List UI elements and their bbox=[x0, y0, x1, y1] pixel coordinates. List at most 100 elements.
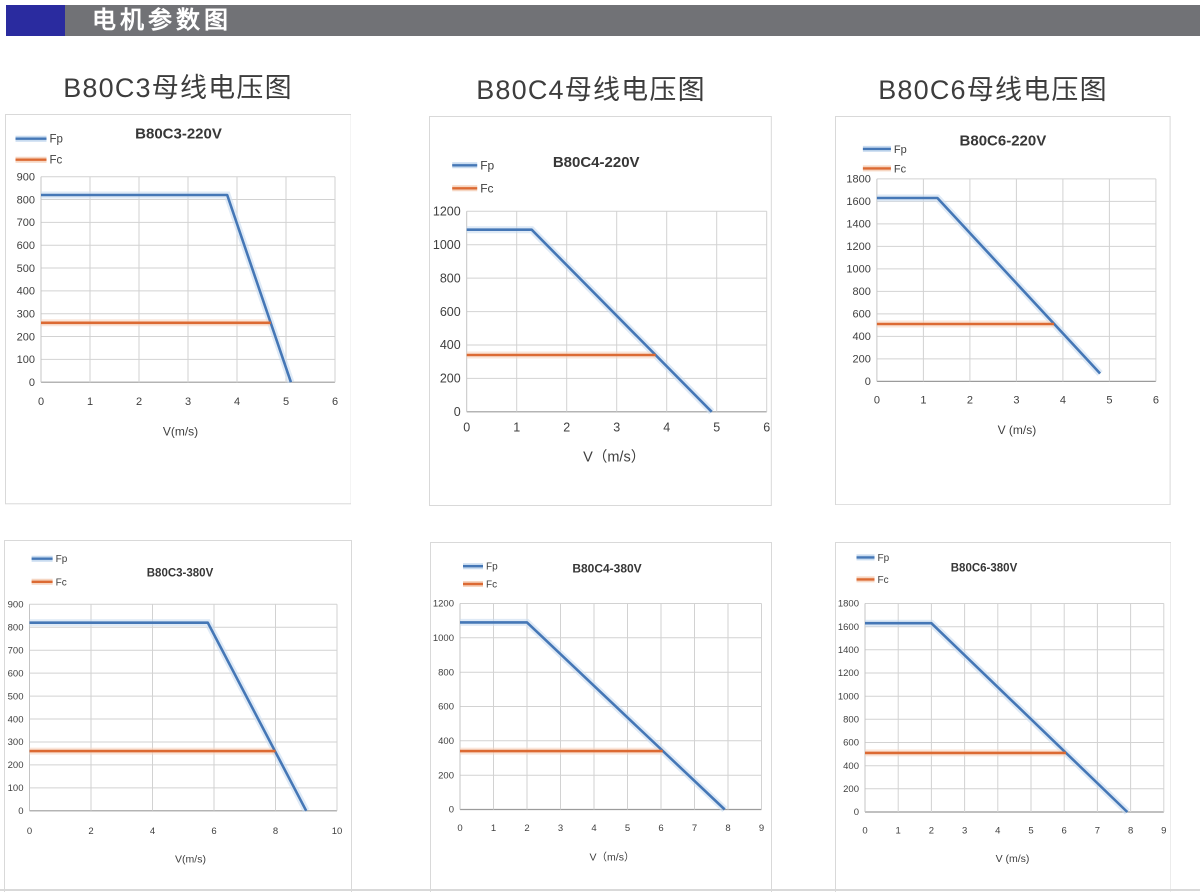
svg-text:500: 500 bbox=[16, 263, 34, 275]
svg-text:5: 5 bbox=[1028, 826, 1033, 837]
svg-text:6: 6 bbox=[331, 396, 337, 408]
svg-text:8: 8 bbox=[273, 825, 278, 836]
svg-text:600: 600 bbox=[440, 304, 461, 318]
svg-text:800: 800 bbox=[440, 271, 461, 285]
svg-text:0: 0 bbox=[853, 807, 858, 818]
svg-text:600: 600 bbox=[843, 738, 859, 749]
svg-text:200: 200 bbox=[853, 354, 871, 366]
svg-text:0: 0 bbox=[862, 826, 867, 837]
svg-text:900: 900 bbox=[8, 599, 24, 610]
svg-text:800: 800 bbox=[843, 715, 859, 726]
svg-text:1600: 1600 bbox=[837, 622, 858, 633]
svg-text:V (m/s): V (m/s) bbox=[995, 853, 1029, 865]
svg-text:1800: 1800 bbox=[847, 174, 871, 186]
svg-text:800: 800 bbox=[8, 622, 24, 633]
svg-text:4: 4 bbox=[233, 396, 239, 408]
svg-text:600: 600 bbox=[853, 309, 871, 321]
svg-text:4: 4 bbox=[150, 825, 155, 836]
svg-text:4: 4 bbox=[1060, 394, 1066, 406]
svg-text:0: 0 bbox=[865, 376, 871, 388]
svg-text:Fc: Fc bbox=[49, 155, 62, 167]
svg-text:1400: 1400 bbox=[837, 645, 858, 656]
svg-text:Fp: Fp bbox=[56, 554, 68, 565]
svg-text:6: 6 bbox=[763, 420, 770, 434]
svg-text:1600: 1600 bbox=[847, 196, 871, 208]
svg-text:1000: 1000 bbox=[433, 633, 454, 644]
svg-text:2: 2 bbox=[88, 825, 93, 836]
svg-text:0: 0 bbox=[449, 804, 454, 815]
svg-text:B80C4-380V: B80C4-380V bbox=[572, 561, 641, 575]
svg-text:Fp: Fp bbox=[49, 134, 62, 146]
svg-text:5: 5 bbox=[282, 396, 288, 408]
svg-text:3: 3 bbox=[558, 823, 563, 834]
svg-text:800: 800 bbox=[16, 195, 34, 207]
svg-text:8: 8 bbox=[1127, 826, 1132, 837]
svg-text:Fc: Fc bbox=[486, 579, 497, 590]
svg-text:2: 2 bbox=[967, 394, 973, 406]
svg-text:6: 6 bbox=[211, 825, 216, 836]
svg-text:1800: 1800 bbox=[837, 599, 858, 610]
svg-text:0: 0 bbox=[28, 377, 34, 389]
svg-text:400: 400 bbox=[438, 736, 454, 747]
svg-text:0: 0 bbox=[874, 394, 880, 406]
svg-text:300: 300 bbox=[8, 737, 24, 748]
svg-text:7: 7 bbox=[692, 823, 697, 834]
svg-text:5: 5 bbox=[625, 823, 630, 834]
svg-text:1: 1 bbox=[513, 420, 520, 434]
svg-text:4: 4 bbox=[995, 826, 1000, 837]
svg-text:Fc: Fc bbox=[480, 181, 493, 195]
svg-text:700: 700 bbox=[16, 217, 34, 229]
svg-text:1400: 1400 bbox=[847, 219, 871, 231]
svg-text:3: 3 bbox=[1013, 394, 1019, 406]
svg-text:V(m/s): V(m/s) bbox=[175, 853, 206, 865]
svg-text:B80C6-220V: B80C6-220V bbox=[960, 132, 1047, 149]
svg-text:600: 600 bbox=[8, 668, 24, 679]
svg-text:V（m/s）: V（m/s） bbox=[590, 851, 635, 863]
svg-text:1: 1 bbox=[920, 394, 926, 406]
svg-text:10: 10 bbox=[332, 825, 343, 836]
svg-text:0: 0 bbox=[463, 420, 470, 434]
svg-text:4: 4 bbox=[591, 823, 596, 834]
svg-text:1200: 1200 bbox=[433, 598, 454, 609]
svg-text:0: 0 bbox=[27, 825, 32, 836]
svg-text:9: 9 bbox=[759, 823, 764, 834]
svg-text:300: 300 bbox=[16, 309, 34, 321]
svg-text:B80C4-220V: B80C4-220V bbox=[553, 153, 640, 170]
svg-text:1200: 1200 bbox=[847, 241, 871, 253]
svg-text:2: 2 bbox=[135, 396, 141, 408]
svg-text:800: 800 bbox=[438, 667, 454, 678]
svg-text:3: 3 bbox=[961, 826, 966, 837]
svg-text:400: 400 bbox=[16, 286, 34, 298]
svg-text:V（m/s）: V（m/s） bbox=[583, 448, 645, 465]
svg-text:5: 5 bbox=[1106, 394, 1112, 406]
svg-text:1000: 1000 bbox=[847, 264, 871, 276]
svg-text:600: 600 bbox=[438, 701, 454, 712]
svg-text:3: 3 bbox=[184, 396, 190, 408]
svg-text:100: 100 bbox=[16, 354, 34, 366]
svg-text:1: 1 bbox=[86, 396, 92, 408]
svg-text:1200: 1200 bbox=[837, 668, 858, 679]
svg-text:5: 5 bbox=[713, 420, 720, 434]
svg-text:8: 8 bbox=[725, 823, 730, 834]
svg-text:200: 200 bbox=[16, 332, 34, 344]
svg-text:700: 700 bbox=[8, 645, 24, 656]
svg-text:400: 400 bbox=[853, 331, 871, 343]
svg-text:6: 6 bbox=[1153, 394, 1159, 406]
svg-text:2: 2 bbox=[524, 823, 529, 834]
svg-text:9: 9 bbox=[1161, 826, 1166, 837]
svg-text:1000: 1000 bbox=[837, 691, 858, 702]
svg-text:2: 2 bbox=[563, 420, 570, 434]
svg-text:500: 500 bbox=[8, 691, 24, 702]
svg-text:200: 200 bbox=[438, 770, 454, 781]
svg-text:Fp: Fp bbox=[480, 158, 494, 172]
svg-text:400: 400 bbox=[8, 714, 24, 725]
svg-text:0: 0 bbox=[37, 396, 43, 408]
svg-text:0: 0 bbox=[457, 823, 462, 834]
svg-text:4: 4 bbox=[663, 420, 670, 434]
svg-text:B80C6-380V: B80C6-380V bbox=[950, 563, 1017, 575]
svg-text:V (m/s): V (m/s) bbox=[998, 423, 1037, 437]
svg-text:Fp: Fp bbox=[486, 561, 498, 572]
svg-text:0: 0 bbox=[454, 405, 461, 419]
svg-text:400: 400 bbox=[440, 338, 461, 352]
svg-text:900: 900 bbox=[16, 172, 34, 184]
